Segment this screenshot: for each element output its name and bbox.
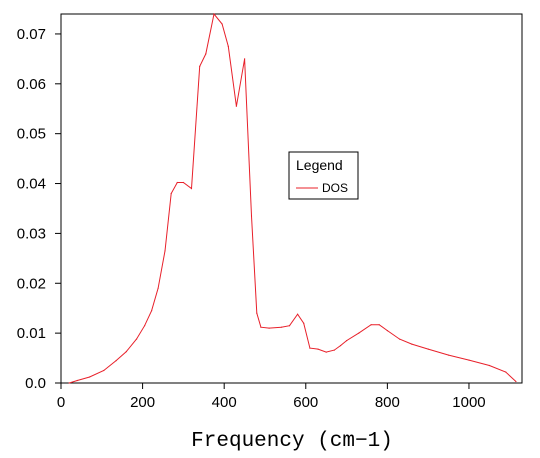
x-tick-label: 200 [130,394,155,411]
x-axis-ticks: 0 200 400 600 800 1000 [57,383,486,411]
y-axis-ticks: 0.0 0.01 0.02 0.03 0.04 0.05 0.06 0.07 [17,26,61,392]
dos-data-point [190,187,193,190]
dos-data-point [317,348,319,350]
dos-data-point [103,369,105,372]
dos-data-point [448,354,450,356]
dos-data-point [68,382,70,384]
dos-data-point [297,313,299,315]
dos-data-point [115,360,117,362]
dos-data-point [468,359,470,361]
dos-data-point [256,312,258,314]
dos-data-point [505,371,507,373]
dos-data-point [333,349,335,351]
y-tick-label: 0.03 [17,225,46,242]
dos-data-point [144,325,146,327]
dos-data-point [151,310,153,312]
dos-data-point [411,343,413,345]
dos-data-point [346,340,348,342]
dos-data-point [288,325,291,327]
dos-data-point [125,351,127,353]
x-tick-label: 0 [57,394,65,411]
x-axis-title: Frequency (cm−1) [191,430,393,453]
dos-data-point [386,330,388,332]
dos-series-line [69,12,517,384]
x-tick-label: 600 [293,394,318,411]
dos-data-point [164,250,166,252]
plot-frame [60,13,523,384]
dos-data-point [488,364,490,367]
y-tick-label: 0.05 [17,126,46,143]
dos-data-point [309,347,311,349]
x-tick-label: 400 [212,394,237,411]
dos-data-point [260,326,262,328]
dos-data-point [378,324,380,326]
dos-data-point [89,376,91,378]
dos-data-point [427,348,429,350]
dos-data-point [370,324,372,326]
y-tick-label: 0.04 [17,176,46,193]
legend-title: Legend [296,157,343,173]
dos-data-point [182,181,184,184]
legend-entry-dos: DOS [322,181,348,195]
dos-data-point [250,215,253,217]
dos-data-point [515,380,517,383]
y-tick-label: 0.07 [17,26,46,43]
y-tick-label: 0.0 [25,375,46,392]
x-tick-label: 800 [375,394,400,411]
legend-box [288,151,359,200]
dos-data-point [170,192,172,195]
y-tick-label: 0.01 [17,325,46,342]
dos-data-point [339,345,342,347]
dos-data-point [268,327,270,329]
dos-data-point [227,45,229,48]
legend: Legend DOS [288,151,359,200]
dos-data-point [199,65,201,67]
dos-data-point [205,53,207,55]
dos-data-point [135,338,138,340]
dos-data-points [68,13,517,384]
y-tick-label: 0.02 [17,275,46,292]
dos-data-point [176,181,178,184]
dos-data-point [157,287,159,289]
dos-data-point [76,379,78,382]
dos-data-point [303,322,305,324]
x-tick-label: 1000 [452,394,485,411]
dos-data-point [358,332,360,334]
dos-data-point [244,58,246,60]
y-tick-label: 0.06 [17,76,46,93]
dos-data-point [221,23,223,25]
dos-data-point [325,351,327,353]
dos-data-point [280,326,282,328]
dos-data-point [235,105,237,107]
dos-data-point [399,338,401,340]
dos-data-point [213,13,215,15]
